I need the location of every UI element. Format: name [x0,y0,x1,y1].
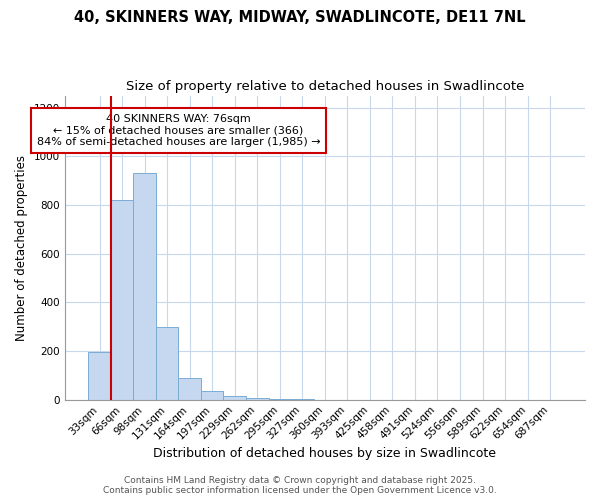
Bar [269,399,291,400]
Text: 40 SKINNERS WAY: 76sqm
← 15% of detached houses are smaller (366)
84% of semi-de: 40 SKINNERS WAY: 76sqm ← 15% of detached… [37,114,320,147]
Text: 40, SKINNERS WAY, MIDWAY, SWADLINCOTE, DE11 7NL: 40, SKINNERS WAY, MIDWAY, SWADLINCOTE, D… [74,10,526,25]
Y-axis label: Number of detached properties: Number of detached properties [15,154,28,340]
Text: Contains HM Land Registry data © Crown copyright and database right 2025.
Contai: Contains HM Land Registry data © Crown c… [103,476,497,495]
Bar [111,200,133,400]
Bar [178,378,201,400]
Bar [133,174,156,400]
Bar [88,352,111,400]
Bar [246,398,269,400]
Bar [156,327,178,400]
Bar [201,391,223,400]
Bar [223,396,246,400]
Title: Size of property relative to detached houses in Swadlincote: Size of property relative to detached ho… [125,80,524,93]
X-axis label: Distribution of detached houses by size in Swadlincote: Distribution of detached houses by size … [154,447,496,460]
